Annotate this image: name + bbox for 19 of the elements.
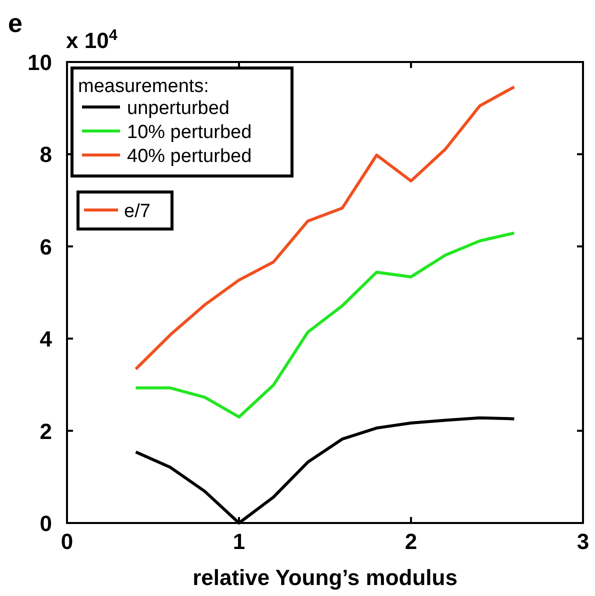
x-tick-label: 2 (404, 529, 418, 554)
y-tick-label: 10 (28, 50, 52, 75)
y-tick-label: 4 (40, 326, 53, 352)
y-tick-label: 0 (40, 511, 52, 536)
line-series (134, 232, 516, 418)
legend-label: 40% perturbed (127, 146, 252, 167)
text: e (8, 8, 22, 38)
x-tick-label: 0 (60, 529, 74, 554)
x-tick-label: 3 (576, 529, 590, 554)
text: x 10$^{4}$ (66, 26, 118, 53)
legend-label: 10% perturbed (127, 122, 252, 143)
legend-label: unperturbed (127, 98, 230, 119)
x-tick-label: 1 (232, 529, 246, 554)
legend-title: measurements: (78, 76, 209, 97)
y-tick-label: 2 (40, 418, 52, 444)
y-tick-label: 8 (40, 142, 52, 168)
annotation: e/7 (124, 201, 150, 222)
y-tick-label: 6 (40, 234, 52, 260)
x-axis-title: relative Young’s modulus (192, 565, 458, 590)
